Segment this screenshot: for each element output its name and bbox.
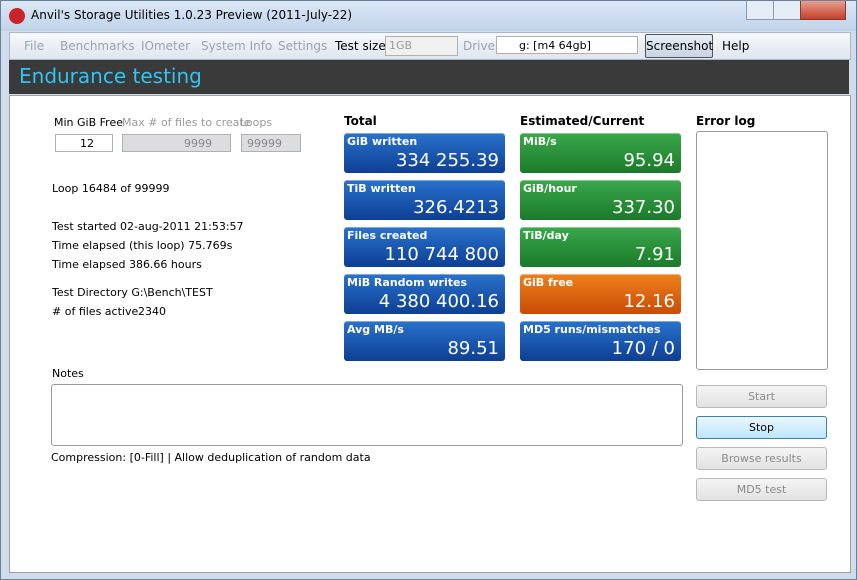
stat-tile: GiB/hour 337.30 xyxy=(520,180,681,220)
loops-label: Loops xyxy=(240,116,273,129)
min-free-value: 12 xyxy=(80,137,94,150)
stat-label: MiB/s xyxy=(523,135,557,148)
screenshot-label: Screenshot xyxy=(646,39,714,53)
stat-label: TiB written xyxy=(347,182,416,195)
stat-value: 89.51 xyxy=(447,338,499,359)
error-log-heading: Error log xyxy=(696,114,756,128)
min-free-label: Min GiB Free xyxy=(54,116,123,129)
action-button[interactable]: Browse results xyxy=(696,447,827,470)
stat-value: 337.30 xyxy=(612,197,675,218)
max-files-value: 9999 xyxy=(184,137,212,150)
minimize-button[interactable] xyxy=(746,1,774,20)
stat-value: 326.4213 xyxy=(413,197,499,218)
action-button[interactable]: Stop xyxy=(696,416,827,439)
stat-tile: MiB/s 95.94 xyxy=(520,133,681,173)
action-button[interactable]: Start xyxy=(696,385,827,408)
stat-tile: TiB written 326.4213 xyxy=(344,180,505,220)
stat-value: 110 744 800 xyxy=(384,244,499,265)
stat-label: Avg MB/s xyxy=(347,323,404,336)
content: Min GiB Free 12 Max # of files to create… xyxy=(9,95,851,573)
compression-info: Compression: [0-Fill] | Allow deduplicat… xyxy=(51,451,371,464)
drive-label: Drive xyxy=(463,39,495,53)
stat-label: Files created xyxy=(347,229,428,242)
elapsed-total: Time elapsed 386.66 hours xyxy=(52,258,202,271)
stat-label: TiB/day xyxy=(523,229,569,242)
menu-item[interactable]: Settings xyxy=(278,39,328,53)
loops-value: 99999 xyxy=(247,137,282,150)
app-icon xyxy=(9,8,25,24)
loop-status: Loop 16484 of 99999 xyxy=(52,182,170,195)
menu-item[interactable]: File xyxy=(24,39,45,53)
header-title: Endurance testing xyxy=(19,64,202,88)
test-size-select[interactable]: 1GB xyxy=(385,36,458,56)
max-files-label: Max # of files to create xyxy=(122,116,251,129)
header: Endurance testing xyxy=(9,60,849,94)
stat-tile: MD5 runs/mismatches 170 / 0 xyxy=(520,321,681,361)
loops-input[interactable]: 99999 xyxy=(241,134,301,152)
total-heading: Total xyxy=(344,114,377,128)
notes-label: Notes xyxy=(52,367,84,380)
action-button[interactable]: MD5 test xyxy=(696,478,827,501)
menu-item[interactable]: IOmeter xyxy=(141,39,191,53)
stat-tile: Avg MB/s 89.51 xyxy=(344,321,505,361)
stat-value: 4 380 400.16 xyxy=(378,291,499,312)
stat-value: 170 / 0 xyxy=(611,338,675,359)
elapsed-loop: Time elapsed (this loop) 75.769s xyxy=(52,239,233,252)
test-started: Test started 02-aug-2011 21:53:57 xyxy=(52,220,244,233)
stat-value: 334 255.39 xyxy=(395,150,499,171)
test-size-label: Test size xyxy=(335,39,386,53)
title-bar: Anvil's Storage Utilities 1.0.23 Preview… xyxy=(1,1,856,31)
stat-value: 7.91 xyxy=(634,244,675,265)
menu-item[interactable]: Benchmarks xyxy=(60,39,135,53)
help-menu[interactable]: Help xyxy=(722,39,750,53)
min-free-input[interactable]: 12 xyxy=(55,134,113,152)
stat-tile: TiB/day 7.91 xyxy=(520,227,681,267)
stat-label: GiB/hour xyxy=(523,182,577,195)
max-files-input[interactable]: 9999 xyxy=(122,134,231,152)
drive-value: g: [m4 64gb] xyxy=(519,39,591,52)
files-active-value: 2340 xyxy=(138,305,166,318)
stat-tile: GiB written 334 255.39 xyxy=(344,133,505,173)
stat-value: 95.94 xyxy=(623,150,675,171)
maximize-button[interactable] xyxy=(773,1,801,20)
stat-label: GiB written xyxy=(347,135,418,148)
menu-item[interactable]: System Info xyxy=(201,39,273,53)
estimated-heading: Estimated/Current xyxy=(520,114,645,128)
stat-label: GiB free xyxy=(523,276,574,289)
close-button[interactable] xyxy=(800,1,846,20)
toolbar: File Benchmarks IOmeter System Info Sett… xyxy=(9,32,851,60)
window-title: Anvil's Storage Utilities 1.0.23 Preview… xyxy=(31,8,353,22)
notes-box[interactable] xyxy=(51,384,683,446)
stat-tile: GiB free 12.16 xyxy=(520,274,681,314)
test-size-value: 1GB xyxy=(389,39,413,52)
error-log[interactable] xyxy=(696,131,828,370)
screenshot-button[interactable]: Screenshot xyxy=(645,34,713,58)
stat-tile: Files created 110 744 800 xyxy=(344,227,505,267)
stat-label: MiB Random writes xyxy=(347,276,468,289)
stat-value: 12.16 xyxy=(623,291,675,312)
drive-select[interactable]: g: [m4 64gb] xyxy=(496,36,638,54)
stat-label: MD5 runs/mismatches xyxy=(523,323,661,336)
test-directory: Test Directory G:\Bench\TEST xyxy=(52,286,213,299)
stat-tile: MiB Random writes 4 380 400.16 xyxy=(344,274,505,314)
files-active-label: # of files active xyxy=(52,305,139,318)
